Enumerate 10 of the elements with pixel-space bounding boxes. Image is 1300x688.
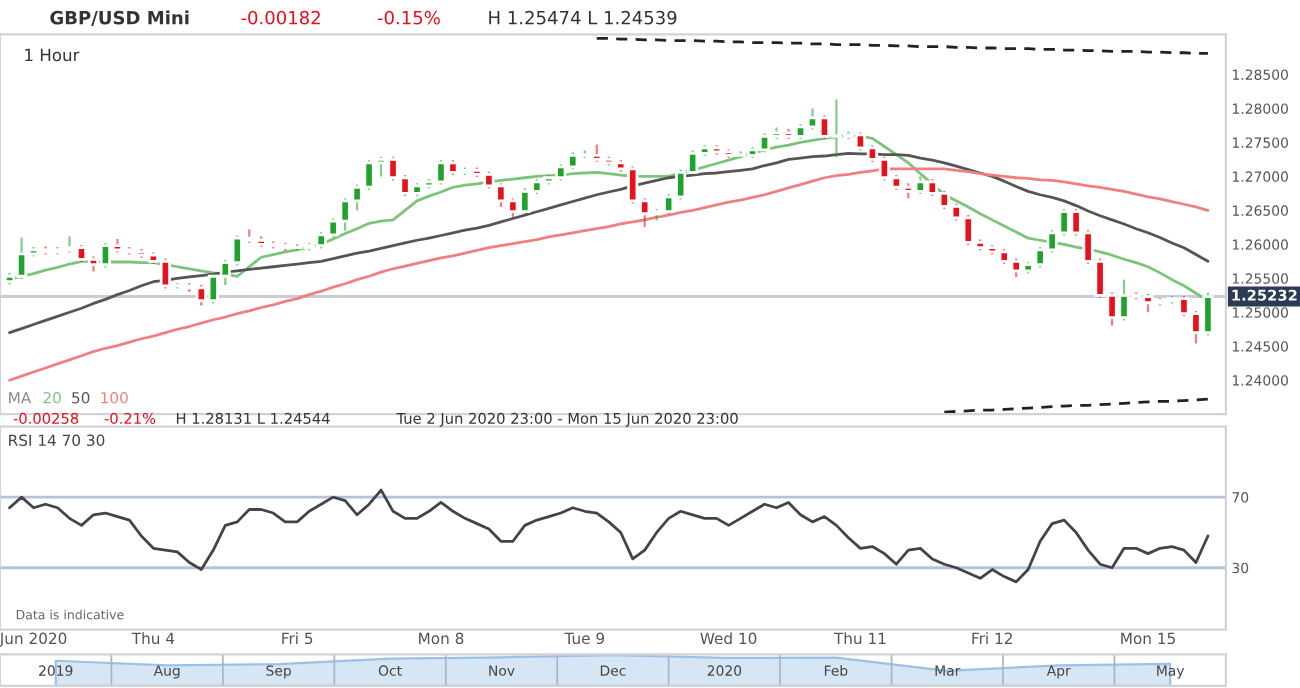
chart-title: GBP/USD Mini	[50, 10, 189, 26]
line-series	[8, 488, 1210, 584]
line-series	[8, 167, 1210, 382]
text: 1 Hour	[25, 48, 80, 62]
text: -0.15%	[377, 10, 440, 25]
line-series	[942, 397, 1210, 414]
text: -0.00182	[241, 10, 320, 25]
line-series	[8, 151, 1210, 335]
line-series	[595, 37, 1210, 55]
text: H 1.25474 L 1.24539	[489, 10, 677, 25]
